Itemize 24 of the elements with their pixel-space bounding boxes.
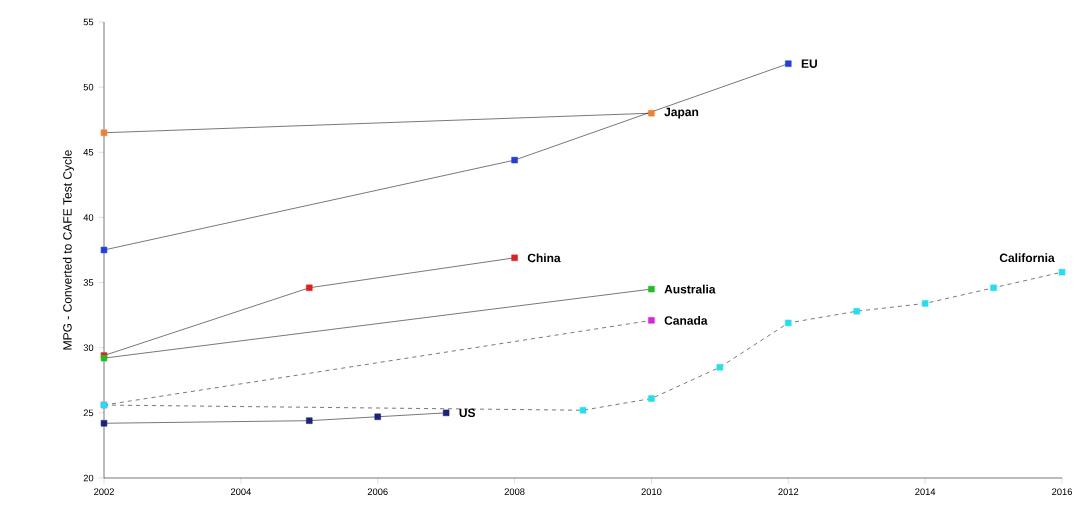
y-tick-label: 45 [83,149,94,156]
x-tick-label: 2008 [504,488,525,495]
y-tick-label: 20 [83,474,94,482]
x-tick-label: 2012 [778,488,799,495]
y-axis-title: MPG - Converted to CAFE Test Cycle [62,150,75,350]
x-tick-label: 2014 [915,488,936,495]
series-label: Canada [664,315,708,325]
x-tick-label: 2002 [94,488,114,495]
y-tick-label: 25 [83,409,94,417]
y-tick-label: 35 [83,279,94,286]
x-tick-label: 2004 [230,488,251,495]
series-label: EU [801,59,817,68]
series-label: China [527,253,561,263]
y-tick-label: 55 [83,18,94,26]
y-tick-label: 40 [83,214,94,221]
series-label: US [459,408,476,418]
series-label: Japan [664,107,699,119]
series-label: California [999,253,1055,263]
x-tick-label: 2016 [1052,488,1072,495]
y-tick-label: 50 [83,83,94,91]
x-tick-label: 2010 [641,488,662,495]
x-tick-label: 2006 [367,488,388,495]
series-label: Australia [664,284,716,294]
y-tick-label: 30 [83,344,94,352]
